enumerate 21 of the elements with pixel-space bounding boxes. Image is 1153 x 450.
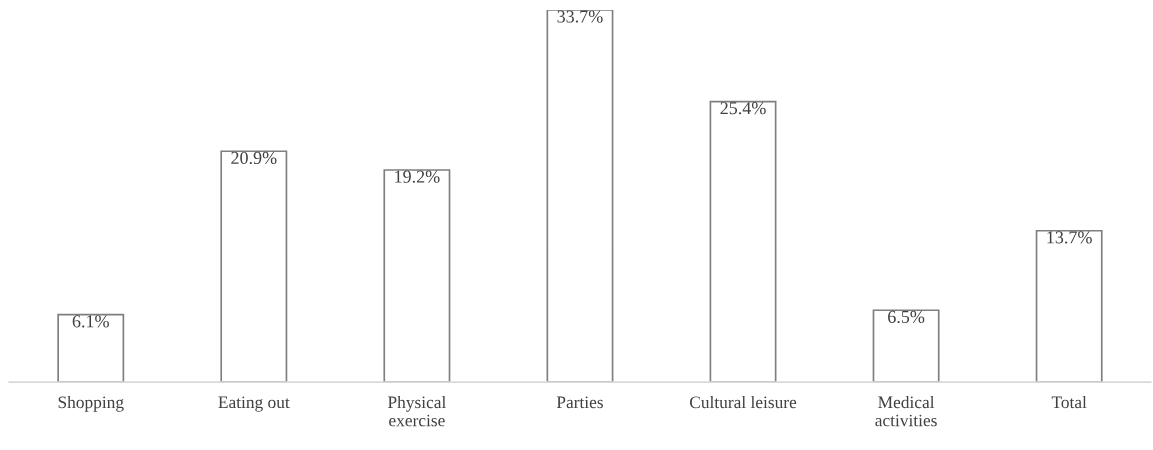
x-tick-label: Shopping xyxy=(58,395,124,412)
x-tick-label: Medical activities xyxy=(875,395,937,427)
bar xyxy=(57,313,125,383)
bar xyxy=(1035,229,1103,383)
x-tick-label: Cultural leisure xyxy=(689,395,797,409)
data-label: 20.9% xyxy=(231,151,277,165)
bar xyxy=(383,169,451,383)
data-label: 6.5% xyxy=(888,310,925,324)
x-tick-label: Physical exercise xyxy=(387,395,446,427)
data-label: 13.7% xyxy=(1047,231,1092,244)
bar xyxy=(546,9,614,383)
data-label: 6.1% xyxy=(72,315,109,328)
data-label: 33.7% xyxy=(557,10,603,23)
bar xyxy=(220,150,288,383)
data-label: 19.2% xyxy=(395,170,440,183)
bar xyxy=(709,100,777,383)
x-tick-label: Parties xyxy=(556,396,603,409)
x-tick-label: Total xyxy=(1051,395,1087,409)
bar xyxy=(872,309,940,383)
x-tick-label: Eating out xyxy=(218,396,290,412)
data-label: 25.4% xyxy=(720,102,766,115)
